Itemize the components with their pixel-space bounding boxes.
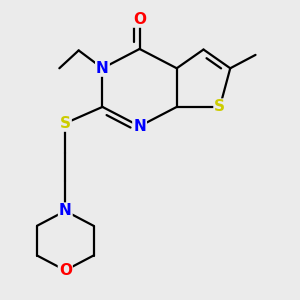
Text: S: S (60, 116, 71, 131)
Text: N: N (96, 61, 109, 76)
Text: O: O (59, 263, 72, 278)
Text: S: S (214, 99, 225, 114)
Text: N: N (59, 203, 72, 218)
Text: N: N (133, 119, 146, 134)
Text: O: O (133, 12, 146, 27)
